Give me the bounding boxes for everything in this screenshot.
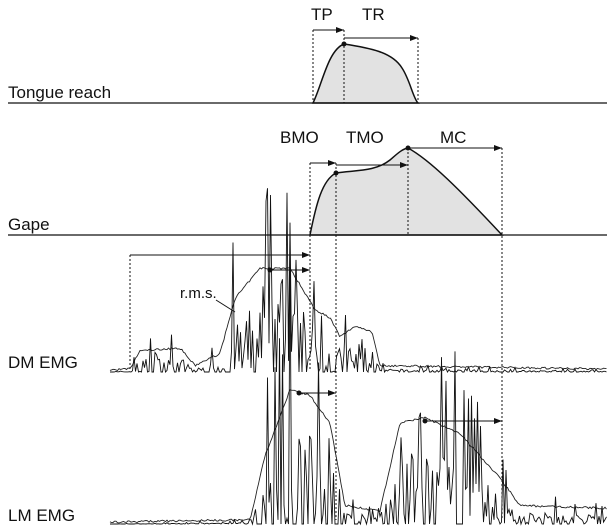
point: [422, 418, 428, 424]
annotation: r.m.s.: [180, 285, 217, 302]
pointer: [215, 299, 236, 313]
trace-label: Gape: [8, 215, 50, 234]
rms-envelope: [109, 389, 607, 524]
phase-label: TP: [311, 5, 333, 24]
point: [333, 170, 339, 176]
phase-label: TMO: [346, 128, 384, 147]
trace-label: LM EMG: [8, 506, 75, 525]
raw-emg: [110, 263, 607, 526]
dm-emg-trace: [109, 188, 607, 374]
trace-label: DM EMG: [8, 353, 78, 372]
phase-label: BMO: [280, 128, 319, 147]
rms-envelope: [109, 266, 607, 372]
lm-emg-trace: [109, 263, 607, 526]
point: [341, 41, 347, 47]
raw-emg: [110, 188, 607, 374]
trace-label: Tongue reach: [8, 83, 111, 102]
point: [405, 145, 411, 151]
point: [296, 390, 302, 396]
point: [267, 267, 273, 273]
phase-label: TR: [362, 5, 385, 24]
phase-label: MC: [440, 128, 466, 147]
gape-shape: [309, 147, 504, 236]
tongue-shape: [311, 43, 420, 104]
